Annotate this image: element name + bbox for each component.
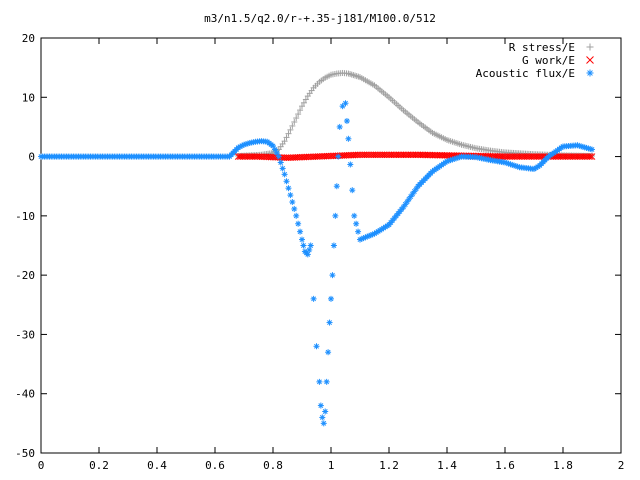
point-2-173	[342, 100, 349, 107]
point-1-203	[588, 153, 596, 160]
legend-marker-1	[586, 56, 594, 64]
point-2-143	[289, 199, 296, 206]
point-2-163	[325, 349, 332, 356]
point-2-165	[328, 295, 334, 302]
point-2-164	[326, 319, 333, 326]
y-tick-label: -10	[15, 210, 35, 223]
x-tick-label: 0.8	[263, 459, 283, 472]
point-2-149	[300, 242, 307, 249]
x-tick-label: 0.2	[89, 459, 109, 472]
point-0-33	[293, 115, 300, 122]
y-tick-label: -40	[15, 388, 35, 401]
x-tick-label: 1.2	[379, 459, 399, 472]
series-0	[235, 69, 595, 159]
point-2-179	[353, 220, 360, 227]
point-2-156	[313, 343, 320, 350]
point-0-30	[287, 126, 294, 133]
point-0-37	[300, 99, 307, 106]
legend-label-2: Acoustic flux/E	[476, 67, 575, 80]
point-2-278	[532, 164, 539, 171]
point-2-309	[589, 146, 595, 153]
x-tick-label: 0	[38, 459, 45, 472]
series-layer	[38, 69, 596, 427]
x-tick-label: 1.6	[495, 459, 515, 472]
axes: 0 0.2 0.4 0.6 0.8 1 1.2 1.4 1.6 1.8 2 20 10 0 -10 -20 -3…	[15, 32, 624, 472]
y-tick-label: -20	[15, 269, 35, 282]
point-2-136	[275, 153, 282, 160]
point-2-138	[279, 165, 286, 172]
point-0-27	[281, 138, 288, 145]
point-2-170	[335, 153, 342, 160]
point-0-32	[291, 118, 298, 125]
point-2-159	[319, 414, 326, 421]
point-2-160	[320, 420, 327, 427]
point-2-139	[281, 171, 288, 178]
point-2-157	[316, 378, 323, 385]
y-tick-label: -50	[15, 447, 35, 460]
x-tick-label: 1	[328, 459, 335, 472]
point-2-175	[345, 135, 352, 142]
point-2-167	[330, 242, 337, 249]
point-0-31	[289, 122, 296, 129]
point-0-38	[302, 96, 309, 103]
point-2-140	[283, 178, 290, 185]
point-2-174	[343, 118, 350, 124]
y-tick-label: -30	[15, 328, 35, 341]
series-2	[38, 100, 595, 427]
point-1-202	[586, 153, 594, 160]
point-2-152	[304, 251, 311, 258]
point-2-180	[355, 228, 362, 235]
x-tick-label: 1.8	[553, 459, 573, 472]
point-2-169	[333, 183, 340, 190]
point-2-158	[317, 402, 324, 409]
point-2-168	[332, 212, 339, 219]
point-2-142	[287, 192, 294, 199]
legend-marker-2	[586, 69, 594, 77]
point-2-155	[310, 295, 317, 302]
point-2-171	[336, 123, 343, 130]
point-2-154	[307, 242, 314, 249]
x-tick-label: 0.6	[205, 459, 225, 472]
point-0-29	[285, 130, 292, 137]
legend-marker-0	[586, 43, 594, 51]
x-tick-label: 0.4	[147, 459, 167, 472]
point-2-177	[349, 187, 356, 194]
point-2-148	[299, 236, 305, 243]
chart-title: m3/n1.5/q2.0/r-+.35-j181/M100.0/512	[204, 12, 436, 25]
point-0-36	[299, 103, 305, 110]
point-2-153	[306, 246, 313, 253]
point-2-145	[293, 212, 300, 219]
y-tick-label: 20	[22, 32, 35, 45]
legend-label-0: R stress/E	[509, 41, 575, 54]
point-2-144	[291, 205, 298, 212]
x-tick-label: 1.4	[437, 459, 457, 472]
point-2-161	[322, 408, 329, 415]
point-0-34	[295, 111, 302, 118]
point-2-146	[295, 220, 302, 227]
point-2-162	[323, 378, 330, 385]
point-2-141	[285, 185, 292, 192]
point-2-176	[347, 161, 354, 168]
x-tick-label: 2	[618, 459, 625, 472]
point-0-28	[283, 134, 290, 141]
point-2-178	[351, 212, 358, 219]
y-tick-label: 0	[28, 151, 35, 164]
point-0-35	[297, 107, 304, 114]
point-2-166	[329, 272, 336, 279]
y-tick-label: 10	[22, 91, 35, 104]
point-2-147	[297, 228, 304, 235]
point-2-137	[277, 159, 284, 166]
legend-label-1: G work/E	[522, 54, 575, 67]
point-2-135	[273, 150, 280, 157]
